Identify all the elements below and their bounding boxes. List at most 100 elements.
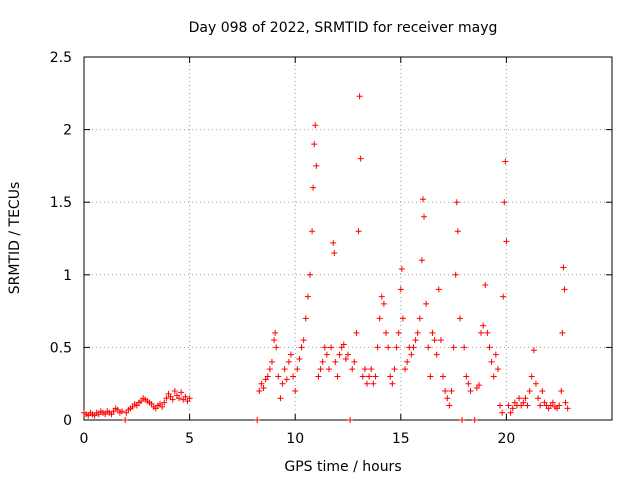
- data-point: [331, 250, 338, 257]
- data-point: [323, 351, 330, 358]
- data-point: [564, 405, 571, 412]
- data-point: [159, 403, 166, 410]
- data-point: [372, 373, 379, 380]
- data-point: [524, 402, 531, 409]
- data-point: [453, 199, 460, 206]
- chart-title: Day 098 of 2022, SRMTID for receiver may…: [189, 20, 498, 36]
- data-point: [163, 395, 170, 402]
- data-point: [446, 402, 453, 409]
- data-point: [561, 286, 568, 293]
- data-point: [254, 417, 261, 423]
- data-point: [418, 257, 425, 264]
- data-point: [490, 373, 497, 380]
- data-point: [509, 405, 516, 412]
- data-point: [122, 417, 129, 423]
- data-point: [475, 382, 482, 389]
- data-point: [302, 315, 309, 322]
- data-point: [559, 329, 566, 336]
- tick-labels: 0 5 10 15 20 0 0.5 1 1.5 2 2.5: [50, 50, 516, 447]
- data-point: [492, 351, 499, 358]
- data-point: [328, 344, 335, 351]
- data-point: [385, 344, 392, 351]
- y-tick-label: 0.5: [50, 340, 72, 356]
- data-point: [258, 380, 265, 387]
- data-point: [560, 264, 567, 271]
- data-point: [537, 402, 544, 409]
- data-point: [556, 402, 563, 409]
- data-point: [383, 329, 390, 336]
- data-points: [81, 93, 571, 423]
- data-point: [421, 213, 428, 220]
- data-point: [370, 380, 377, 387]
- data-point: [273, 344, 280, 351]
- data-point: [312, 122, 319, 129]
- x-tick-label: 15: [392, 431, 410, 447]
- data-point: [502, 158, 509, 165]
- data-point: [535, 395, 542, 402]
- data-point: [345, 351, 351, 358]
- x-tick-label: 0: [80, 431, 89, 447]
- data-point: [351, 358, 358, 365]
- data-point: [355, 228, 362, 235]
- data-point: [178, 389, 185, 396]
- data-point: [347, 417, 354, 423]
- data-point: [494, 366, 501, 373]
- data-point: [516, 395, 523, 402]
- data-point: [480, 322, 487, 329]
- data-point: [395, 329, 402, 336]
- data-point: [448, 387, 455, 394]
- data-point: [399, 315, 406, 322]
- x-tick-label: 10: [286, 431, 304, 447]
- data-point: [366, 373, 373, 380]
- data-point: [374, 344, 381, 351]
- data-point: [408, 351, 415, 358]
- data-point: [313, 162, 320, 169]
- data-point: [330, 239, 337, 246]
- data-point: [497, 402, 504, 409]
- data-point: [319, 358, 326, 365]
- data-point: [356, 93, 363, 100]
- data-point: [119, 408, 126, 415]
- data-point: [484, 329, 491, 336]
- data-point: [315, 373, 322, 380]
- data-point: [427, 373, 434, 380]
- data-point: [423, 300, 430, 307]
- data-point: [467, 387, 474, 394]
- data-point: [364, 380, 371, 387]
- data-point: [310, 184, 317, 191]
- data-point: [298, 344, 305, 351]
- data-point: [450, 344, 457, 351]
- grid: [84, 57, 612, 420]
- data-point: [306, 271, 313, 278]
- data-point: [478, 329, 485, 336]
- data-point: [290, 373, 297, 380]
- data-point: [285, 358, 292, 365]
- y-axis-label: SRMTID / TECUs: [7, 182, 23, 295]
- data-point: [393, 344, 400, 351]
- data-point: [539, 387, 546, 394]
- data-point: [260, 385, 267, 392]
- data-point: [300, 337, 307, 344]
- data-point: [380, 300, 387, 307]
- data-point: [562, 399, 569, 406]
- data-point: [410, 344, 417, 351]
- data-point: [340, 341, 347, 348]
- data-point: [277, 395, 284, 402]
- x-tick-label: 20: [497, 431, 515, 447]
- data-point: [503, 238, 510, 245]
- data-point: [530, 347, 537, 354]
- data-point: [292, 387, 299, 394]
- data-point: [440, 373, 447, 380]
- data-point: [402, 366, 409, 373]
- data-point: [486, 344, 493, 351]
- data-point: [387, 373, 394, 380]
- data-point: [488, 358, 495, 365]
- data-point: [456, 315, 463, 322]
- axis-ticks: [83, 56, 612, 421]
- data-point: [342, 356, 349, 363]
- data-point: [500, 293, 507, 300]
- x-axis-label: GPS time / hours: [284, 459, 401, 475]
- data-point: [435, 286, 442, 293]
- data-point: [378, 293, 385, 300]
